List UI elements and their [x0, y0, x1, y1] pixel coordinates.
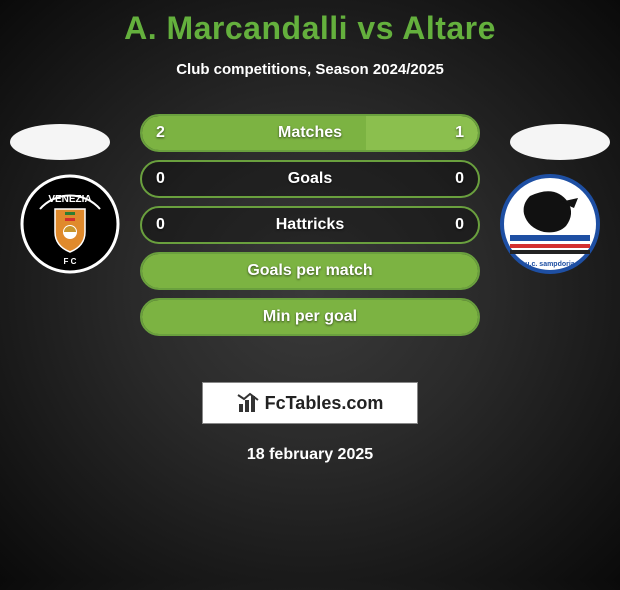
watermark-text: FcTables.com — [265, 393, 384, 414]
player-avatar-right — [510, 124, 610, 160]
stat-value-right: 0 — [455, 216, 464, 234]
stat-value-left: 0 — [156, 170, 165, 188]
stat-label: Goals — [288, 170, 332, 188]
subtitle: Club competitions, Season 2024/2025 — [0, 61, 620, 78]
stat-row-hattricks: 0 0 Hattricks — [140, 206, 480, 244]
stat-label: Matches — [278, 124, 342, 142]
stat-row-goals: 0 0 Goals — [140, 160, 480, 198]
stat-label: Goals per match — [247, 262, 372, 280]
stat-row-goals-per-match: Goals per match — [140, 252, 480, 290]
club-badge-right: u.c. sampdoria — [500, 174, 600, 274]
bar-chart-icon — [237, 392, 261, 414]
stat-label: Hattricks — [276, 216, 344, 234]
stat-value-right: 0 — [455, 170, 464, 188]
club-badge-left: VENEZIA F C — [20, 174, 120, 274]
stats-list: 2 1 Matches 0 0 Goals 0 0 Hattricks Goals per mat… — [140, 114, 480, 344]
page-title: A. Marcandalli vs Altare — [0, 10, 620, 47]
stat-value-left: 2 — [156, 124, 165, 142]
stat-row-min-per-goal: Min per goal — [140, 298, 480, 336]
player-avatar-left — [10, 124, 110, 160]
stat-value-right: 1 — [455, 124, 464, 142]
stat-value-left: 0 — [156, 216, 165, 234]
svg-text:u.c. sampdoria: u.c. sampdoria — [525, 261, 575, 268]
comparison-panel: VENEZIA F C u.c. sampdoria 2 1 Matches 0 0 Go… — [0, 124, 620, 374]
svg-text:F C: F C — [64, 257, 77, 266]
date-caption: 18 february 2025 — [0, 446, 620, 464]
stat-row-matches: 2 1 Matches — [140, 114, 480, 152]
svg-text:VENEZIA: VENEZIA — [48, 194, 91, 205]
stat-label: Min per goal — [263, 308, 357, 326]
fctables-watermark: FcTables.com — [202, 382, 418, 424]
